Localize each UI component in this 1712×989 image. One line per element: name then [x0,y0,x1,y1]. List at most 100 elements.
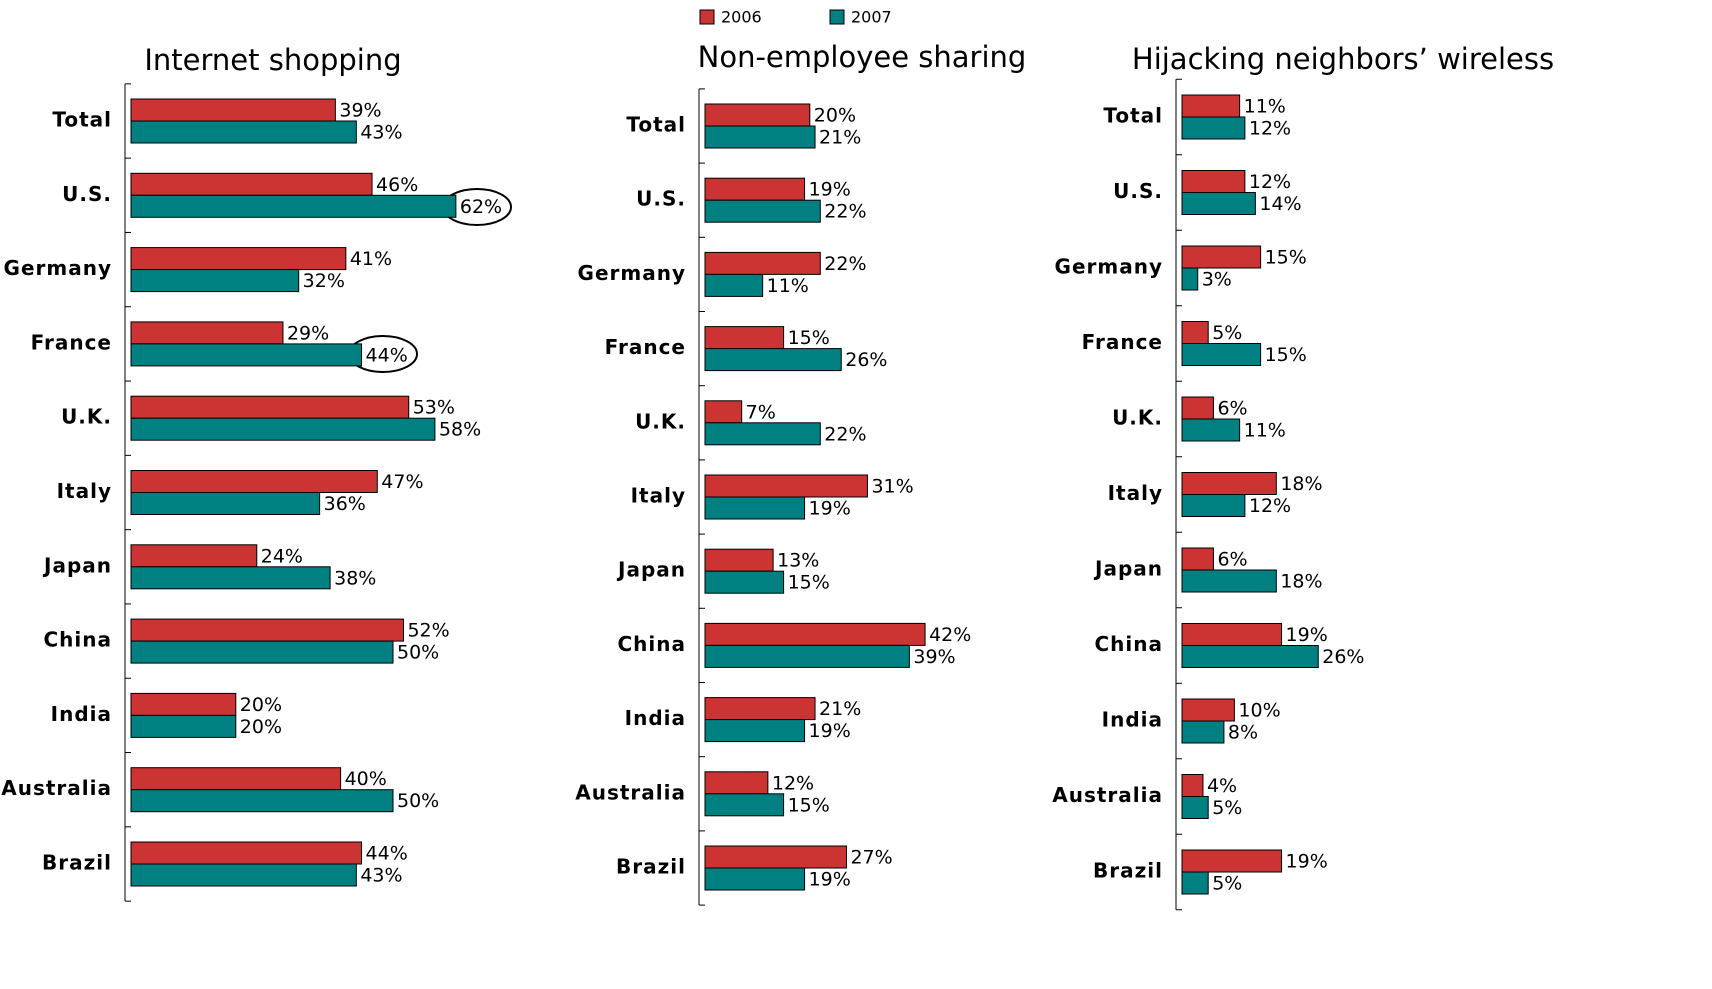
value-label: 15% [788,572,830,594]
bar [704,474,868,498]
category-label: Germany [1055,255,1163,279]
value-label: 26% [1322,646,1364,668]
value-label: 47% [381,471,423,493]
bar [704,793,785,817]
category-label: Total [52,108,112,132]
value-label: 44% [366,344,408,366]
category-label: France [31,330,112,354]
bar [130,269,300,293]
value-label: 6% [1217,398,1247,420]
value-label: 5% [1212,797,1242,819]
bar [1181,623,1283,646]
bar [704,867,806,891]
category-label: Australia [1052,783,1163,807]
value-label: 12% [1249,171,1291,193]
value-label: 50% [397,790,439,812]
value-label: 22% [824,253,866,275]
bar [704,622,926,646]
bar [704,326,785,350]
value-label: 11% [1244,420,1286,442]
value-label: 24% [261,545,303,567]
bar [130,841,363,865]
bar [704,422,821,446]
value-label: 31% [871,476,913,498]
value-label: 12% [1249,495,1291,517]
category-label: China [43,628,112,652]
legend-label: 2007 [851,8,892,27]
value-label: 20% [814,105,856,127]
bar [1181,267,1199,291]
category-label: U.K. [635,409,686,433]
category-label: France [605,335,686,359]
value-label: 43% [360,865,402,887]
bar [130,395,410,419]
value-label: 26% [845,349,887,371]
value-label: 10% [1238,700,1280,722]
bar [130,343,363,367]
value-label: 27% [850,847,892,869]
bar [704,845,847,869]
value-label: 58% [439,419,481,441]
category-label: Germany [4,256,112,280]
category-label: U.K. [61,405,112,429]
value-label: 19% [809,869,851,891]
value-label: 42% [929,624,971,646]
bar [1181,698,1235,722]
bar [1181,849,1283,873]
bar [704,400,743,424]
category-label: France [1082,330,1163,354]
bar [704,719,806,743]
value-label: 43% [360,122,402,144]
category-label: Brazil [1093,859,1163,883]
bar [130,863,357,887]
value-label: 22% [824,201,866,223]
chart-title: Hijacking neighbors’ wireless [1132,42,1554,76]
bar [704,273,764,297]
bar [130,767,342,791]
bar [704,103,811,127]
bar [1181,547,1214,571]
bar [1181,645,1319,668]
bar [130,618,404,642]
value-label: 19% [809,498,851,520]
category-label: China [1094,632,1163,656]
value-label: 19% [1286,851,1328,873]
bar [130,98,336,122]
value-label: 4% [1207,775,1237,797]
bar [130,544,258,568]
value-label: 5% [1212,322,1242,344]
bar [130,321,284,345]
value-label: 39% [913,646,955,668]
value-label: 12% [1249,118,1291,140]
chart-title: Non-employee sharing [698,40,1027,74]
value-label: 21% [819,127,861,149]
value-label: 13% [777,550,819,572]
value-label: 20% [240,716,282,738]
bar [130,120,357,144]
category-label: Italy [631,484,686,508]
bar [704,644,910,668]
value-label: 41% [350,248,392,270]
bar [130,194,457,218]
bar [130,172,373,196]
bar [704,348,842,372]
bar [704,697,816,721]
value-label: 36% [324,493,366,515]
value-label: 11% [767,275,809,297]
bar [1181,418,1241,442]
value-label: 19% [809,179,851,201]
bar [1181,569,1277,593]
category-label: India [1102,708,1163,732]
bar [1181,871,1209,895]
category-label: U.S. [1113,179,1163,203]
value-label: 18% [1280,473,1322,495]
bar [130,247,347,271]
bar [1181,720,1225,744]
value-label: 62% [460,196,502,218]
bar [704,570,785,594]
bar [1181,170,1246,193]
bar [130,470,378,493]
bar [1181,796,1209,819]
value-label: 40% [345,768,387,790]
